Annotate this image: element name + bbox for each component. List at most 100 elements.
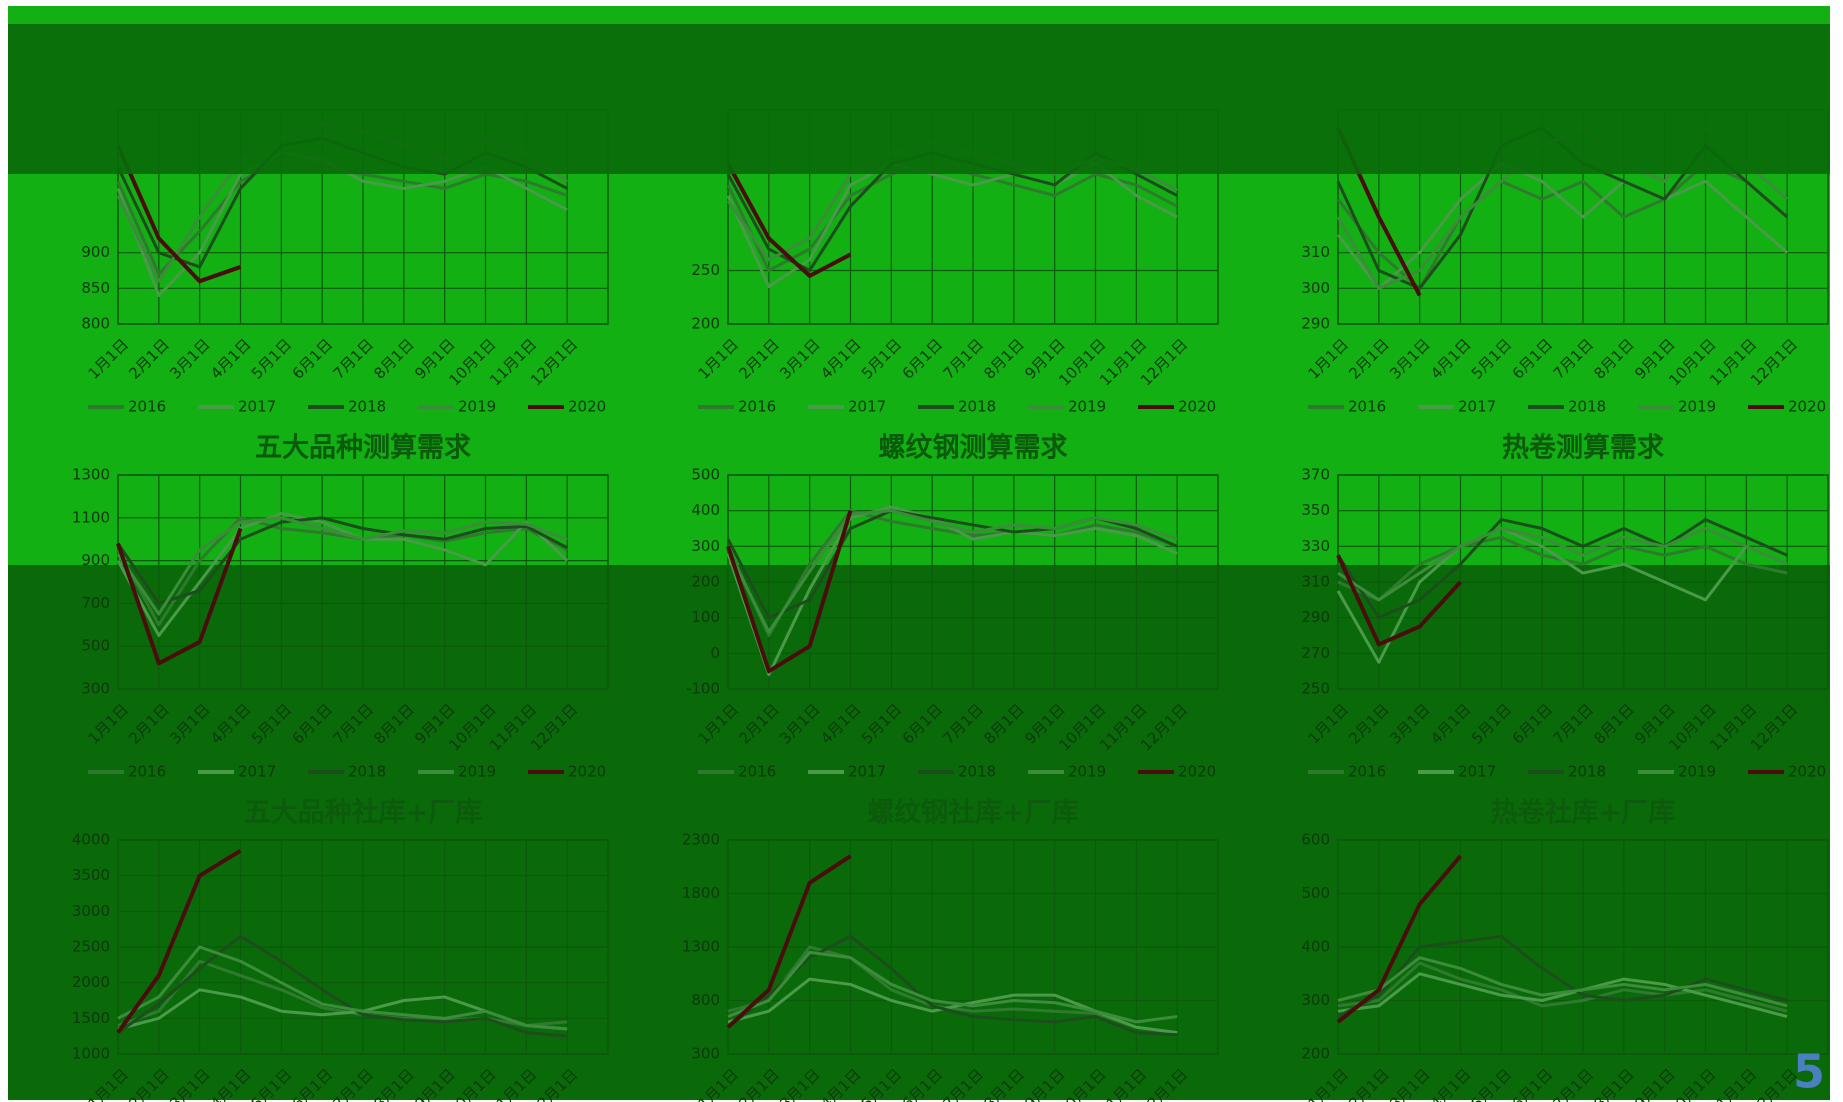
legend-label: 2016 bbox=[1348, 398, 1386, 416]
series-line bbox=[727, 945, 1178, 1035]
y-tick-label: 400 bbox=[691, 501, 720, 519]
series-line bbox=[726, 509, 1178, 634]
legend-label: 2020 bbox=[1788, 398, 1826, 416]
y-tick-label: 270 bbox=[1301, 644, 1330, 662]
legend-label: 2018 bbox=[958, 763, 996, 781]
legend-label: 2017 bbox=[848, 763, 886, 781]
series-line bbox=[1337, 527, 1788, 602]
series-line bbox=[116, 516, 568, 616]
y-tick-label: 1300 bbox=[72, 466, 110, 484]
legend-label: 2019 bbox=[1678, 763, 1716, 781]
y-tick-label: 300 bbox=[691, 1045, 720, 1063]
y-tick-label: 500 bbox=[1301, 884, 1330, 902]
y-tick-label: 200 bbox=[691, 573, 720, 591]
y-tick-label: 300 bbox=[81, 680, 110, 698]
series-line bbox=[1336, 554, 1462, 647]
chart-title: 螺纹钢社库+厂库 bbox=[867, 797, 1079, 829]
occluding-band bbox=[8, 24, 1830, 174]
legend-label: 2019 bbox=[458, 398, 496, 416]
series-line bbox=[1336, 854, 1463, 1024]
y-tick-label: 900 bbox=[81, 243, 110, 261]
y-tick-label: 300 bbox=[691, 537, 720, 555]
y-tick-label: 200 bbox=[691, 315, 720, 333]
y-tick-label: 0 bbox=[710, 644, 720, 662]
legend-label: 2020 bbox=[1788, 763, 1826, 781]
series-line bbox=[116, 512, 569, 637]
chart-title: 五大品种测算需求 bbox=[255, 432, 471, 464]
y-tick-label: 100 bbox=[691, 608, 720, 626]
y-tick-label: 2500 bbox=[72, 938, 110, 956]
chart-title: 五大品种社库+厂库 bbox=[244, 797, 483, 829]
series-line bbox=[1336, 518, 1788, 620]
chart-title: 热卷社库+厂库 bbox=[1491, 797, 1676, 829]
series-line bbox=[116, 516, 568, 627]
y-tick-label: 500 bbox=[691, 466, 720, 484]
legend-label: 2016 bbox=[738, 398, 776, 416]
series-line bbox=[1337, 961, 1788, 1013]
y-tick-label: 400 bbox=[1301, 938, 1330, 956]
y-tick-label: 290 bbox=[1301, 608, 1330, 626]
legend-label: 2019 bbox=[1068, 763, 1106, 781]
y-tick-label: 3500 bbox=[72, 866, 110, 884]
y-tick-label: 900 bbox=[81, 551, 110, 569]
y-tick-label: 500 bbox=[81, 637, 110, 655]
legend-label: 2019 bbox=[1678, 398, 1716, 416]
series-line bbox=[726, 510, 853, 674]
legend-label: 2019 bbox=[1068, 398, 1106, 416]
series-line bbox=[727, 950, 1178, 1024]
y-tick-label: 310 bbox=[1301, 573, 1330, 591]
y-tick-label: 1800 bbox=[682, 884, 720, 902]
y-tick-label: 310 bbox=[1301, 243, 1330, 261]
y-tick-label: 1500 bbox=[72, 1009, 110, 1027]
y-tick-label: -100 bbox=[686, 680, 720, 698]
series-line bbox=[726, 162, 852, 278]
y-tick-label: 600 bbox=[1301, 831, 1330, 849]
legend-label: 2020 bbox=[568, 763, 606, 781]
legend-label: 2020 bbox=[568, 398, 606, 416]
y-tick-label: 300 bbox=[1301, 279, 1330, 297]
series-line bbox=[1336, 162, 1789, 290]
series-line bbox=[116, 516, 568, 605]
series-line bbox=[726, 509, 1178, 637]
y-tick-label: 330 bbox=[1301, 537, 1330, 555]
series-line bbox=[1337, 934, 1788, 1018]
series-line bbox=[117, 934, 568, 1038]
y-tick-label: 250 bbox=[691, 261, 720, 279]
series-line bbox=[726, 854, 852, 1029]
legend-label: 2017 bbox=[1458, 398, 1496, 416]
y-tick-label: 370 bbox=[1301, 466, 1330, 484]
y-tick-label: 350 bbox=[1301, 501, 1330, 519]
y-tick-label: 290 bbox=[1301, 315, 1330, 333]
y-tick-label: 200 bbox=[1301, 1045, 1330, 1063]
legend-label: 2018 bbox=[958, 398, 996, 416]
page-number: 5 bbox=[1793, 1045, 1825, 1099]
y-tick-label: 850 bbox=[81, 279, 110, 297]
y-tick-label: 300 bbox=[1301, 991, 1330, 1009]
y-tick-label: 1300 bbox=[682, 938, 720, 956]
legend-label: 2019 bbox=[458, 763, 496, 781]
legend-label: 2017 bbox=[238, 763, 276, 781]
y-tick-label: 3000 bbox=[72, 902, 110, 920]
series-line bbox=[117, 945, 568, 1031]
y-tick-label: 1000 bbox=[72, 1045, 110, 1063]
legend-label: 2016 bbox=[128, 398, 166, 416]
series-line bbox=[727, 934, 1178, 1037]
y-tick-label: 700 bbox=[81, 594, 110, 612]
legend-label: 2018 bbox=[1568, 763, 1606, 781]
y-tick-label: 800 bbox=[691, 991, 720, 1009]
series-line bbox=[1337, 972, 1788, 1019]
chart-title: 热卷测算需求 bbox=[1502, 432, 1664, 464]
legend-label: 2020 bbox=[1178, 398, 1216, 416]
legend-label: 2017 bbox=[1458, 763, 1496, 781]
legend-label: 2017 bbox=[238, 398, 276, 416]
dark-region bbox=[8, 565, 1830, 1100]
y-tick-label: 1100 bbox=[72, 508, 110, 526]
y-tick-label: 800 bbox=[81, 315, 110, 333]
legend-label: 2016 bbox=[738, 763, 776, 781]
series-line bbox=[116, 848, 242, 1034]
legend-label: 2016 bbox=[1348, 763, 1386, 781]
y-tick-label: 4000 bbox=[72, 831, 110, 849]
legend-label: 2016 bbox=[128, 763, 166, 781]
series-line bbox=[1337, 956, 1788, 1008]
